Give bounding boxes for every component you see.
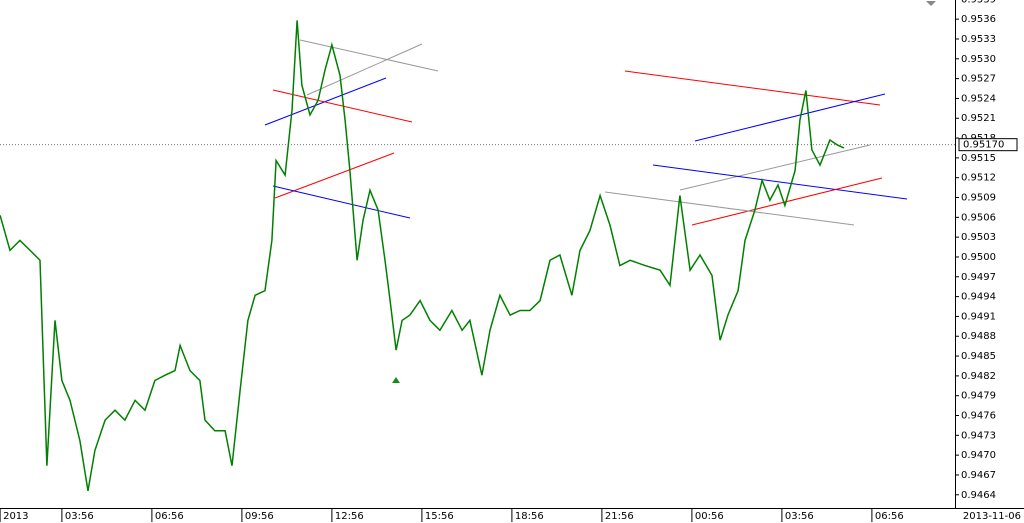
y-tick-label: 0.9497 [961,272,996,283]
y-tick-label: 0.9509 [961,193,996,204]
y-tick-label: 0.9494 [961,292,996,303]
y-tick-label: 0.9533 [961,34,996,45]
y-tick-label: 0.9470 [961,450,996,461]
trend-line [306,43,423,96]
y-tick-label: 0.9491 [961,311,996,322]
y-tick-label: 0.9500 [961,252,996,263]
x-tick-label: 18:56 [515,511,544,522]
y-tick-label: 0.9539 [961,0,996,5]
x-tick-label: 21:56 [605,511,634,522]
last-price-label: 0.95170 [963,140,1004,151]
x-tick-label: 00:56 [695,511,724,522]
trend-line [691,177,883,226]
trend-line [264,77,387,126]
x-tick-label: 09:56 [245,511,274,522]
last-price-box [958,138,1018,152]
trend-line [694,93,886,142]
x-tick-label: 06:56 [875,511,904,522]
y-tick-label: 0.9473 [961,430,996,441]
x-tick-label: 15:56 [425,511,454,522]
trend-line [679,144,871,191]
y-tick-label: 0.9512 [961,173,996,184]
trend-line [272,89,413,123]
menu-marker[interactable] [926,1,936,6]
y-tick-label: 0.9503 [961,232,996,243]
trend-line [604,191,855,226]
y-tick-label: 0.9524 [961,93,996,104]
date-label: 2013-11-06 [963,511,1021,522]
y-tick-label: 0.9485 [961,351,996,362]
y-tick-label: 0.9476 [961,411,996,422]
y-tick-label: 0.9488 [961,331,996,342]
trend-line [299,39,439,72]
x-tick-label: 03:56 [65,511,94,522]
y-tick-label: 0.9521 [961,113,996,124]
y-tick-label: 0.9527 [961,74,996,85]
x-tick-label: 03:56 [785,511,814,522]
trend-line [624,70,881,106]
trend-line [272,185,411,219]
y-tick-label: 0.9467 [961,470,996,481]
y-tick-label: 0.9536 [961,14,996,25]
y-tick-label: 0.9482 [961,371,996,382]
x-tick-label: 2013 [3,511,28,522]
y-tick-label: 0.9515 [961,153,996,164]
trend-line [652,164,908,200]
y-tick-label: 0.9506 [961,212,996,223]
y-tick-label: 0.9479 [961,391,996,402]
x-tick-label: 12:56 [335,511,364,522]
trend-line [274,152,395,199]
arrow-marker [392,377,400,383]
price-line [0,20,845,491]
trend-lines [264,39,908,226]
y-tick-label: 0.9464 [961,490,996,501]
x-tick-label: 06:56 [155,511,184,522]
y-tick-label: 0.9530 [961,54,996,65]
